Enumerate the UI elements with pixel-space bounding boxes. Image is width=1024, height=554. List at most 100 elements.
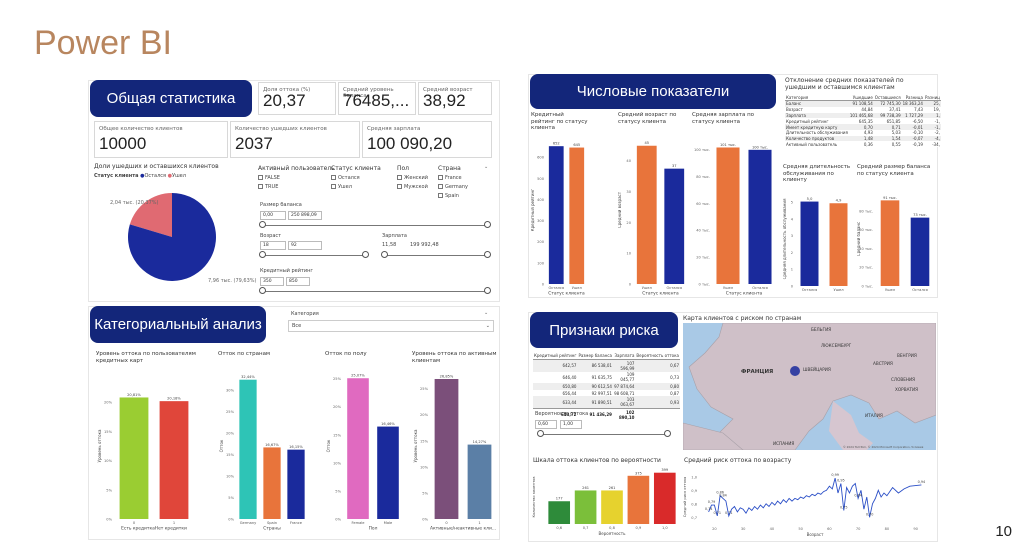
table-cell: 0,67 <box>670 363 679 369</box>
point-data-label: 0,75 <box>840 506 848 510</box>
salary-slider-max-handle[interactable] <box>484 251 491 258</box>
chevron-down-icon[interactable]: ⌄ <box>485 323 490 329</box>
x-tick-label: 60 <box>827 527 832 531</box>
age-slider-track[interactable] <box>262 255 366 256</box>
y-tick-label: 15% <box>104 430 113 434</box>
probability-slider-max-handle[interactable] <box>664 430 671 437</box>
category-dropdown[interactable]: Все ⌄ <box>288 320 494 332</box>
credit-slider-track[interactable] <box>262 291 488 292</box>
probability-slider-min-handle[interactable] <box>537 430 544 437</box>
bar[interactable] <box>653 472 676 524</box>
checkbox[interactable] <box>397 184 402 189</box>
table-cell: 90 612,54 <box>591 383 612 389</box>
map-title: Карта клиентов с риском по странам <box>683 315 802 322</box>
bar[interactable] <box>548 501 571 524</box>
y-tick-label: 600 <box>537 156 545 160</box>
balance-slider-track[interactable] <box>262 225 488 226</box>
bar[interactable] <box>347 378 369 519</box>
chevron-down-icon[interactable]: ⌄ <box>484 164 489 170</box>
bar[interactable] <box>636 145 657 284</box>
checkbox[interactable] <box>438 184 443 189</box>
bar[interactable] <box>548 146 564 284</box>
bar[interactable] <box>569 147 585 284</box>
filter-country-item[interactable]: France <box>438 175 462 181</box>
checkbox[interactable] <box>258 175 263 180</box>
age-risk-line[interactable] <box>708 477 922 518</box>
credit-max-input[interactable]: 850 <box>286 277 310 286</box>
filter-country-item[interactable]: Germany <box>438 184 468 190</box>
table-header-cell[interactable]: Разница <box>901 94 924 101</box>
credit-slider-max-handle[interactable] <box>484 287 491 294</box>
bar[interactable] <box>748 149 772 284</box>
bar[interactable] <box>601 490 623 524</box>
bar[interactable] <box>434 378 459 519</box>
bar[interactable] <box>829 203 848 286</box>
bar[interactable] <box>159 401 189 519</box>
bar[interactable] <box>880 200 900 286</box>
filter-active-item[interactable]: FALSE <box>258 175 280 181</box>
age-min-input[interactable]: 18 <box>260 241 286 250</box>
credit-slider-min-handle[interactable] <box>259 287 266 294</box>
kpi-card-value: 10000 <box>99 134 147 153</box>
filter-gender-item[interactable]: Женский <box>397 175 428 181</box>
table-total-cell <box>635 407 680 421</box>
filter-active-item[interactable]: TRUE <box>258 184 278 190</box>
checkbox[interactable] <box>258 184 263 189</box>
bar[interactable] <box>664 168 685 284</box>
balance-slider-min-handle[interactable] <box>259 221 266 228</box>
salary-slider-track[interactable] <box>384 255 488 256</box>
checkbox[interactable] <box>331 184 336 189</box>
map-risk-bubble[interactable] <box>790 366 800 376</box>
table-cell: 103 063,67 <box>620 397 635 408</box>
probability-max-input[interactable]: 1,00 <box>560 420 582 429</box>
age-slider-min-handle[interactable] <box>259 251 266 258</box>
age-slider-max-handle[interactable] <box>362 251 369 258</box>
filter-status-item[interactable]: Ушел <box>331 184 352 190</box>
balance-slider-max-handle[interactable] <box>484 221 491 228</box>
deviation-table: Категория Ушедшие Оставшиеся Разница Разниц Б… <box>785 94 941 148</box>
filter-gender-item[interactable]: Мужской <box>397 184 428 190</box>
filter-status-item[interactable]: Остался <box>331 175 360 181</box>
table-header-cell[interactable]: Категория <box>785 94 849 101</box>
table-header-cell[interactable]: Зарплата <box>612 352 636 360</box>
bar[interactable] <box>239 379 257 519</box>
bar[interactable] <box>287 449 305 519</box>
bar[interactable] <box>627 475 650 524</box>
categorical-chart-title: Отток по полу <box>325 351 367 357</box>
balance-min-input[interactable]: 0,00 <box>260 211 286 220</box>
filter-option-label: Мужской <box>404 184 428 190</box>
bar[interactable] <box>119 397 149 519</box>
bar[interactable] <box>910 217 930 286</box>
table-header-cell[interactable]: Кредитный рейтинг <box>533 352 578 360</box>
bar[interactable] <box>377 426 399 519</box>
checkbox[interactable] <box>397 175 402 180</box>
age-max-input[interactable]: 92 <box>288 241 322 250</box>
numeric-chart-title: Средний возраст по статусу клиента <box>618 112 677 125</box>
chevron-down-icon[interactable]: ⌄ <box>484 310 489 316</box>
table-cell: -2, <box>934 130 940 136</box>
table-header-cell[interactable]: Ушедшие <box>848 94 874 101</box>
bar[interactable] <box>263 447 281 519</box>
salary-slider-min-handle[interactable] <box>381 251 388 258</box>
filter-country-item[interactable]: Spain <box>438 193 459 199</box>
table-header-cell[interactable]: Разниц <box>923 94 941 101</box>
probability-min-input[interactable]: 0,60 <box>535 420 557 429</box>
balance-max-input[interactable]: 250 898,09 <box>288 211 322 220</box>
bar[interactable] <box>467 444 492 519</box>
checkbox[interactable] <box>438 193 443 198</box>
table-header-cell[interactable]: Вероятность оттока <box>635 352 680 360</box>
credit-min-input[interactable]: 350 <box>260 277 284 286</box>
checkbox[interactable] <box>438 175 443 180</box>
salary-slider-title: Зарплата <box>382 233 407 239</box>
y-tick-label: 15% <box>420 439 429 443</box>
risk-map[interactable]: БЕЛЬГИЯ ФРАНЦИЯ ШВЕЙЦАРИЯ АВСТРИЯ СЛОВЕНИЯ ХО… <box>683 323 936 450</box>
bar[interactable] <box>800 201 819 286</box>
probability-slider-track[interactable] <box>540 434 668 435</box>
checkbox[interactable] <box>331 175 336 180</box>
table-header-cell[interactable]: Размер баланса <box>577 352 613 360</box>
table-header-cell[interactable]: Оставшиеся <box>873 94 902 101</box>
x-tick-label: 0,8 <box>609 526 615 530</box>
bar[interactable] <box>574 490 597 524</box>
scale-chart: 177 0,6 261 0,7 261 0,8 375 0,9 399 1,0 Вероятност… <box>532 468 676 536</box>
bar[interactable] <box>716 147 740 284</box>
